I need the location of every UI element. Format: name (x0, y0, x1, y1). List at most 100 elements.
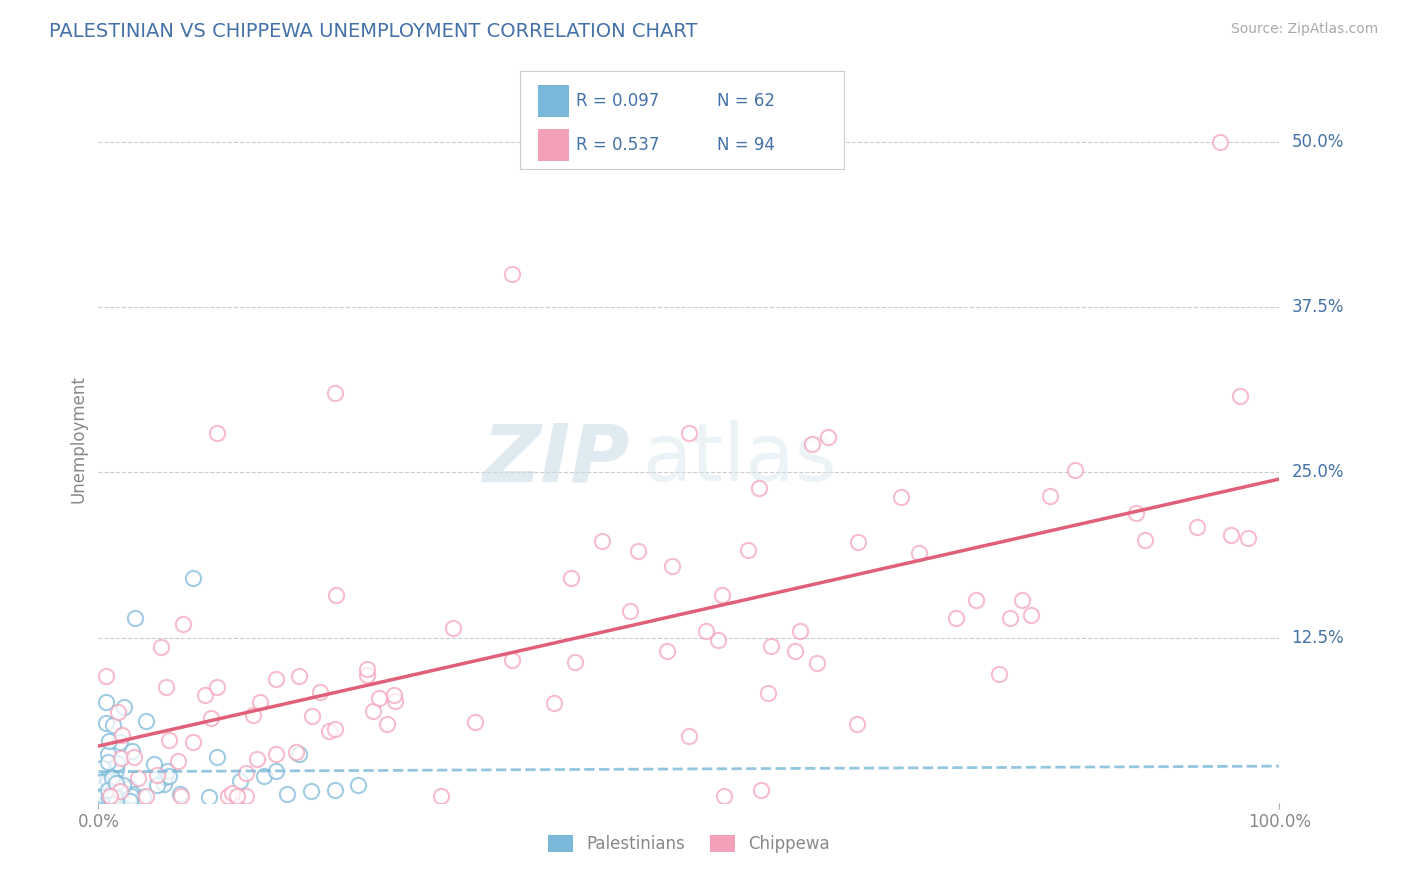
Point (695, 624, 717, 638)
Point (104, 790, 127, 805)
Point (713, 789, 735, 804)
Text: PALESTINIAN VS CHIPPEWA UNEMPLOYMENT CORRELATION CHART: PALESTINIAN VS CHIPPEWA UNEMPLOYMENT COR… (49, 22, 697, 41)
Point (217, 789, 239, 804)
Point (318, 723, 340, 738)
Point (108, 735, 131, 749)
Point (145, 778, 167, 792)
Point (1063, 463, 1085, 477)
Point (846, 535, 869, 549)
Point (276, 787, 298, 801)
Point (114, 699, 136, 714)
Point (94, 778, 117, 792)
Point (121, 744, 143, 758)
Point (97, 789, 120, 804)
Point (89, 788, 111, 802)
Point (205, 425, 228, 440)
Point (288, 747, 311, 762)
Point (93, 789, 115, 803)
Point (107, 705, 129, 719)
Point (382, 688, 405, 702)
Point (89, 794, 111, 808)
Point (156, 764, 179, 779)
Text: 37.5%: 37.5% (1291, 298, 1344, 316)
Point (678, 729, 700, 743)
Point (1125, 506, 1147, 520)
Point (501, 653, 523, 667)
Text: 25.0%: 25.0% (1291, 463, 1344, 482)
Text: R = 0.097: R = 0.097 (576, 92, 659, 110)
Point (560, 570, 582, 584)
Point (384, 693, 406, 707)
Point (124, 611, 146, 625)
Point (1185, 520, 1208, 534)
Point (501, 267, 523, 281)
Point (246, 752, 269, 766)
Point (591, 533, 613, 548)
Point (111, 789, 134, 803)
Point (197, 790, 219, 805)
Point (627, 543, 650, 558)
Point (323, 782, 346, 797)
Point (749, 783, 772, 797)
Point (375, 716, 398, 731)
Point (157, 769, 180, 783)
Point (155, 771, 177, 785)
Point (181, 571, 204, 585)
Point (356, 662, 378, 676)
Point (1237, 532, 1260, 546)
Point (678, 425, 700, 440)
Point (97, 747, 120, 761)
Point (122, 787, 145, 801)
Text: N = 94: N = 94 (717, 136, 775, 154)
Point (94, 669, 117, 683)
Point (97, 783, 120, 797)
Point (264, 747, 287, 762)
Point (323, 386, 346, 401)
Point (221, 786, 243, 800)
Point (132, 790, 155, 805)
Point (845, 717, 868, 731)
Point (166, 754, 188, 768)
Point (368, 691, 391, 706)
Point (323, 722, 346, 736)
Point (101, 718, 124, 732)
Point (363, 704, 385, 718)
Point (1011, 593, 1033, 607)
Point (301, 709, 323, 723)
Y-axis label: Unemployment: Unemployment (69, 376, 87, 503)
Text: ZIP: ZIP (482, 420, 630, 498)
Point (945, 610, 967, 624)
Point (806, 656, 828, 670)
Point (817, 430, 839, 444)
Point (91, 761, 114, 775)
Point (173, 616, 195, 631)
Point (288, 669, 311, 683)
Point (103, 774, 125, 789)
Text: N = 62: N = 62 (717, 92, 775, 110)
Point (200, 711, 222, 725)
Point (284, 745, 307, 759)
Point (153, 777, 176, 791)
Point (1209, 135, 1232, 149)
Point (146, 768, 169, 782)
Point (94, 716, 117, 731)
Point (756, 686, 779, 700)
Point (194, 689, 217, 703)
Point (657, 644, 679, 658)
Text: atlas: atlas (641, 420, 837, 498)
Point (707, 632, 730, 647)
Point (111, 728, 134, 742)
Point (235, 789, 257, 804)
Point (429, 789, 451, 804)
Point (181, 735, 204, 749)
Point (464, 715, 486, 730)
Point (135, 714, 157, 728)
Point (737, 543, 759, 558)
Point (801, 436, 824, 450)
Point (142, 757, 165, 772)
Point (127, 771, 149, 785)
Point (325, 588, 347, 602)
Legend: Palestinians, Chippewa: Palestinians, Chippewa (541, 829, 837, 860)
Point (890, 491, 912, 505)
Point (111, 785, 134, 799)
